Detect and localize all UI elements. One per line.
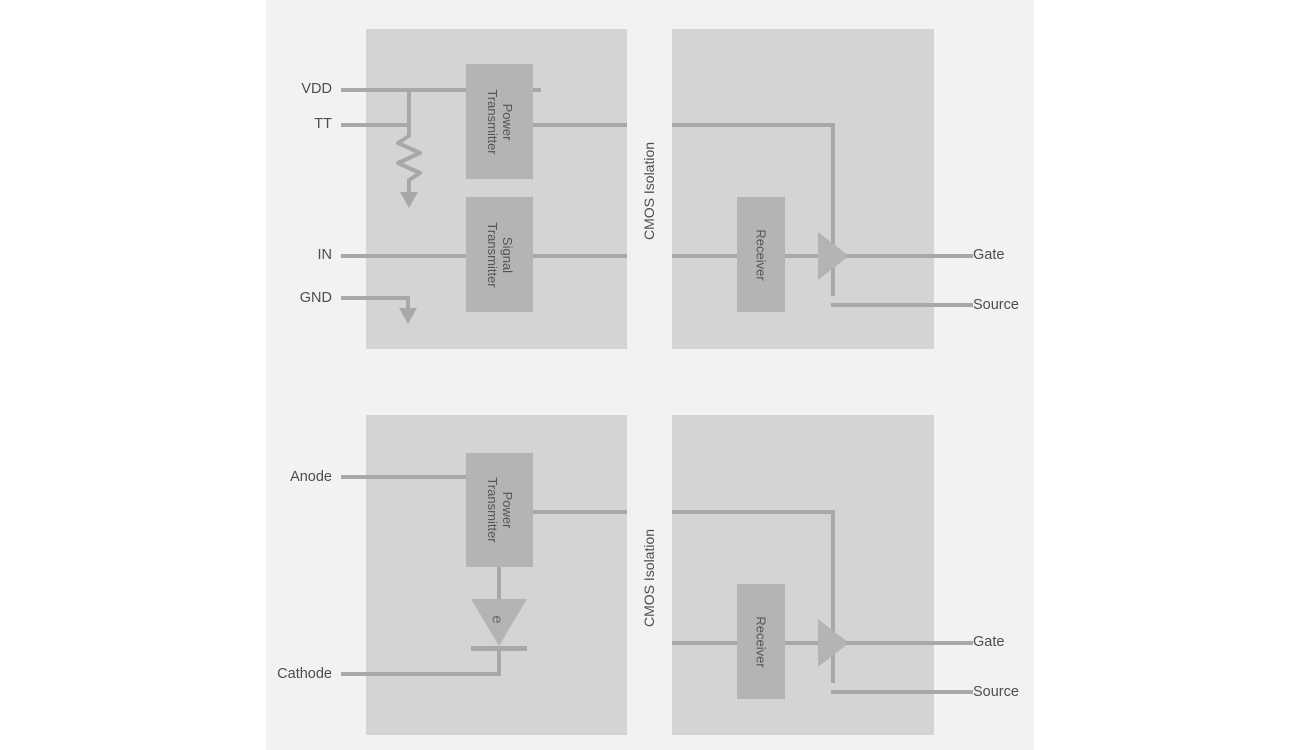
bottom-pin-label-source: Source bbox=[973, 684, 1019, 700]
top-gnd-arrow-icon bbox=[399, 308, 417, 324]
top-power-transmitter-block: Power Transmitter bbox=[466, 64, 533, 179]
bottom-secondary-signal-wire bbox=[672, 641, 737, 645]
top-pin-label-gnd: GND bbox=[299, 290, 332, 306]
bottom-anode-wire bbox=[341, 475, 466, 479]
bottom-gate-wire bbox=[846, 641, 973, 645]
top-secondary-side-panel bbox=[672, 29, 934, 349]
top-secondary-power-rail-wire bbox=[672, 123, 835, 127]
bottom-pin-label-cathode: Cathode bbox=[277, 666, 332, 682]
top-power-transmitter-label: Power Transmitter bbox=[484, 88, 515, 155]
bottom-output-driver-amplifier-icon bbox=[818, 619, 849, 667]
bottom-pin-label-gate: Gate bbox=[973, 634, 1005, 650]
led-diode-icon bbox=[471, 599, 527, 646]
bottom-secondary-power-drop-wire bbox=[831, 510, 835, 683]
bottom-secondary-power-rail-wire bbox=[672, 510, 835, 514]
content-area: Power Transmitter Signal Transmitter VDD… bbox=[266, 0, 1034, 750]
bottom-receiver-output-wire bbox=[785, 641, 820, 645]
top-bias-vertical-wire bbox=[407, 88, 411, 136]
top-gate-wire bbox=[846, 254, 973, 258]
top-receiver-block: Receiver bbox=[737, 197, 785, 312]
top-signal-transmitter-block: Signal Transmitter bbox=[466, 197, 533, 312]
top-gnd-vertical-wire bbox=[406, 296, 410, 314]
top-secondary-power-drop-wire bbox=[831, 123, 835, 296]
bottom-diode-feed-wire bbox=[497, 567, 501, 601]
bottom-receiver-label: Receiver bbox=[753, 615, 769, 668]
bottom-pin-label-anode: Anode bbox=[290, 469, 332, 485]
top-pin-label-source: Source bbox=[973, 297, 1019, 313]
top-tt-wire bbox=[341, 123, 409, 127]
bottom-power-transmitter-label: Power Transmitter bbox=[484, 477, 515, 543]
top-vdd-wire bbox=[341, 88, 541, 92]
top-in-wire bbox=[341, 254, 466, 258]
top-pin-label-tt: TT bbox=[314, 116, 332, 132]
top-pin-label-gate: Gate bbox=[973, 247, 1005, 263]
top-secondary-signal-wire bbox=[672, 254, 737, 258]
bottom-cathode-wire bbox=[341, 672, 501, 676]
bottom-power-transmitter-output-wire bbox=[533, 510, 627, 514]
top-cmos-isolation-label: CMOS Isolation bbox=[641, 141, 657, 240]
top-pin-label-in: IN bbox=[317, 247, 333, 263]
top-receiver-output-wire bbox=[785, 254, 820, 258]
led-diode-e-label: e bbox=[488, 615, 506, 624]
bottom-cmos-isolation-label: CMOS Isolation bbox=[641, 528, 657, 627]
top-signal-transmitter-output-wire bbox=[533, 254, 627, 258]
bottom-secondary-side-panel bbox=[672, 415, 934, 735]
top-output-driver-amplifier-icon bbox=[818, 232, 849, 280]
bottom-receiver-block: Receiver bbox=[737, 584, 785, 699]
bottom-source-wire bbox=[831, 690, 973, 694]
top-bias-arrow-icon bbox=[400, 192, 418, 208]
top-signal-transmitter-label: Signal Transmitter bbox=[484, 221, 515, 288]
top-pin-label-vdd: VDD bbox=[301, 81, 332, 97]
top-gnd-wire bbox=[341, 296, 410, 300]
resistor-symbol bbox=[396, 130, 422, 192]
bottom-power-transmitter-block: Power Transmitter bbox=[466, 453, 533, 567]
top-source-wire bbox=[831, 303, 973, 307]
bottom-cathode-vertical-wire bbox=[497, 646, 501, 674]
top-power-transmitter-output-wire bbox=[533, 123, 627, 127]
top-receiver-label: Receiver bbox=[753, 228, 769, 281]
